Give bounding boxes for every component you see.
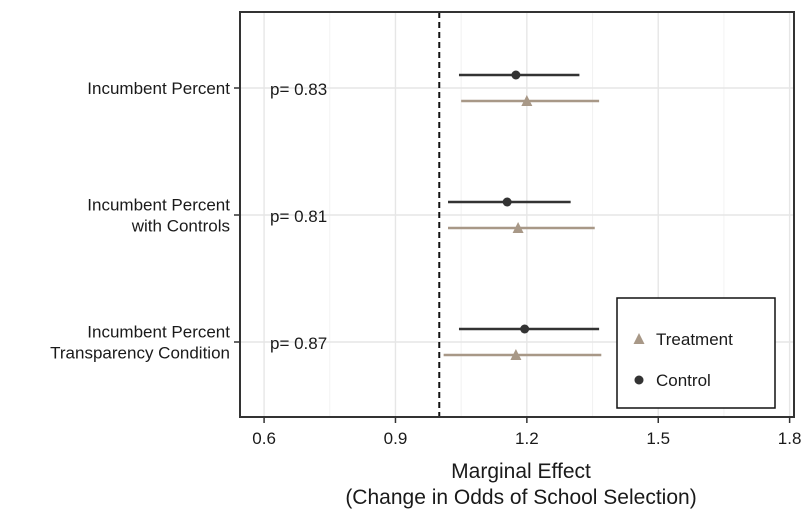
category-label-line: Incumbent Percent (87, 79, 230, 98)
legend-box (616, 297, 776, 409)
legend: Treatment Control (616, 297, 776, 409)
x-tick-label: 0.9 (384, 429, 408, 448)
category-label: Incumbent Percent with Controls (87, 196, 230, 236)
legend-control-swatch (634, 375, 644, 385)
x-tick-label: 1.2 (515, 429, 539, 448)
legend-label-treatment: Treatment (656, 330, 733, 349)
legend-treatment-swatch (633, 333, 645, 344)
x-axis-title: Marginal Effect (451, 460, 591, 483)
treatment-point (521, 95, 533, 106)
x-tick-label: 0.6 (252, 429, 276, 448)
x-axis-subtitle: (Change in Odds of School Selection) (345, 486, 696, 509)
treatment-point (510, 349, 522, 360)
category-labels: Incumbent Percent Incumbent Percent with C… (50, 79, 230, 363)
category-label-line: Incumbent Percent (87, 323, 230, 342)
p-value-label: p= 0.87 (270, 334, 327, 353)
category-label: Incumbent Percent Transparency Condition (50, 323, 230, 363)
x-tick-label: 1.5 (646, 429, 670, 448)
p-value-labels: p= 0.83 p= 0.81 p= 0.87 (270, 80, 327, 353)
x-tick-label: 1.8 (778, 429, 802, 448)
p-value-label: p= 0.83 (270, 80, 327, 99)
category-label: Incumbent Percent (87, 79, 230, 98)
axis-ticks (234, 87, 791, 423)
category-label-line: Incumbent Percent (87, 196, 230, 215)
category-label-line: with Controls (131, 217, 230, 236)
p-value-label: p= 0.81 (270, 207, 327, 226)
treatment-point (512, 222, 524, 233)
series-marks (443, 70, 602, 360)
category-label-line: Transparency Condition (50, 344, 230, 363)
legend-label-control: Control (656, 371, 711, 390)
control-point (520, 324, 530, 334)
control-point (502, 197, 512, 207)
x-axis-tick-labels: 0.6 0.9 1.2 1.5 1.8 (252, 429, 801, 448)
control-point (511, 70, 521, 80)
